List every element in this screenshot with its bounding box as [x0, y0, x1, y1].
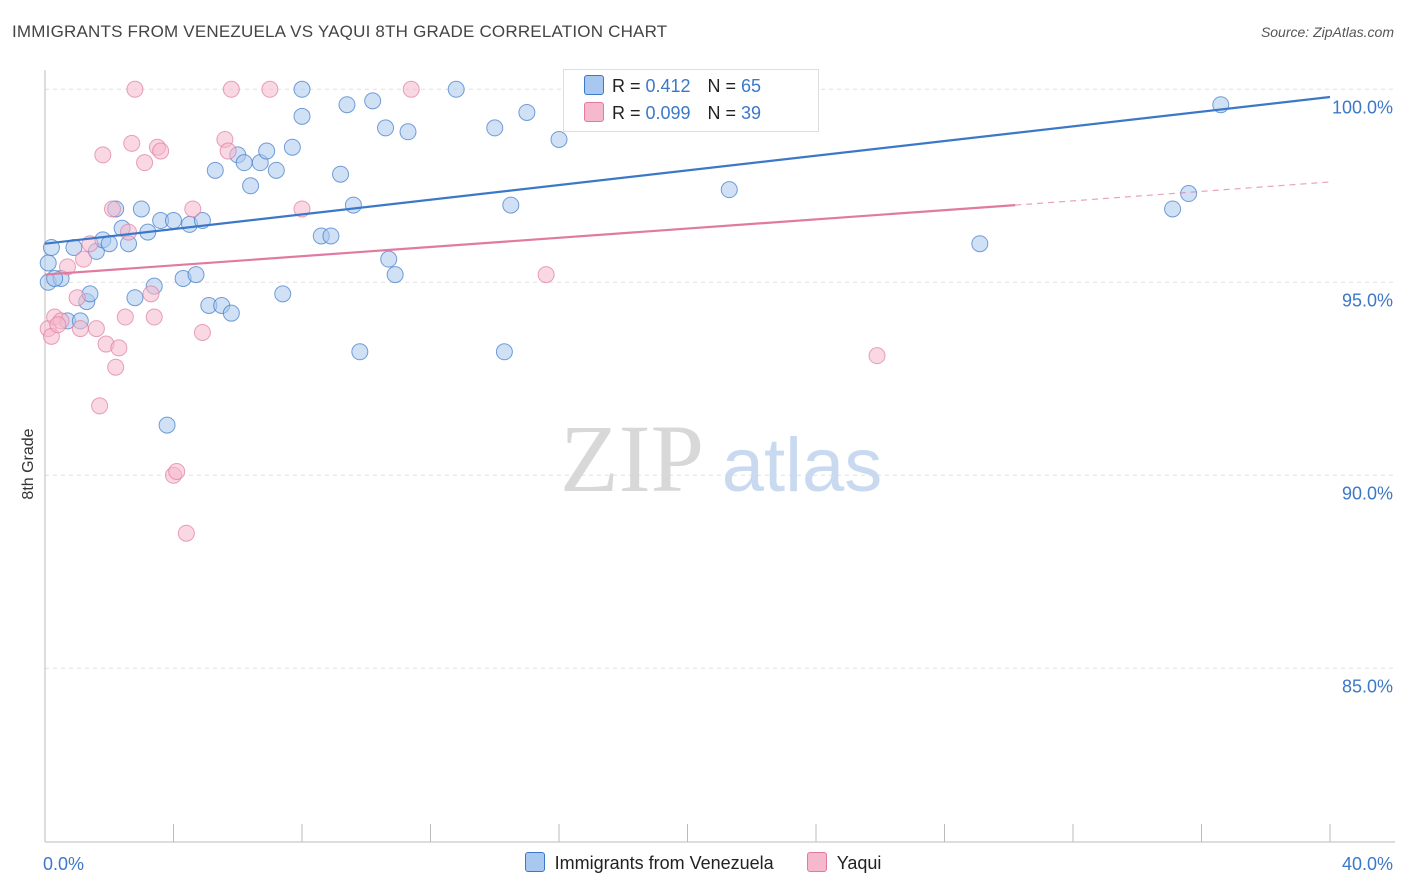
yaqui-point: [402, 80, 420, 98]
yaqui-point: [120, 223, 138, 241]
yaqui-point: [126, 80, 144, 98]
legend-r-value: 0.412: [645, 76, 691, 96]
yaqui-point: [152, 142, 170, 160]
legend-swatch-pink: [584, 102, 604, 122]
watermark-zip: ZIP: [560, 405, 704, 512]
legend-n-value: 39: [741, 103, 762, 123]
venezuela-point: [187, 266, 205, 284]
venezuela-point: [322, 227, 340, 245]
venezuela-point: [550, 130, 568, 148]
yaqui-point: [94, 146, 112, 164]
yaqui-point: [87, 320, 105, 338]
x-tick-label: 0.0%: [43, 854, 84, 874]
venezuela-point: [293, 107, 311, 125]
legend-item-venezuela: Immigrants from Venezuela: [524, 852, 774, 874]
yaqui-point: [168, 462, 186, 480]
legend-swatch-blue: [524, 852, 545, 872]
yaqui-point: [58, 258, 76, 276]
yaqui-point: [71, 320, 89, 338]
y-axis-label: 8th Grade: [20, 428, 37, 499]
yaqui-point: [107, 358, 125, 376]
venezuela-point: [377, 119, 395, 137]
watermark: ZIP atlas: [560, 405, 882, 512]
venezuela-point: [344, 196, 362, 214]
venezuela-point: [222, 304, 240, 322]
venezuela-point: [39, 254, 57, 272]
y-tick-label: 90.0%: [1342, 483, 1393, 503]
venezuela-point: [486, 119, 504, 137]
venezuela-point: [399, 123, 417, 141]
yaqui-point: [123, 134, 141, 152]
yaqui-point: [103, 200, 121, 218]
yaqui-point: [75, 250, 93, 268]
venezuela-point: [126, 289, 144, 307]
yaqui-point: [184, 200, 202, 218]
bottom-legend: Immigrants from Venezuela Yaqui: [0, 852, 1406, 874]
yaqui-point: [49, 316, 67, 334]
venezuela-point: [364, 92, 382, 110]
venezuela-point: [206, 161, 224, 179]
yaqui-point: [116, 308, 134, 326]
legend-row-yaqui: R = 0.099 N = 39: [584, 102, 761, 124]
legend-box: R = 0.412 N = 65 R = 0.099 N = 39: [563, 69, 819, 132]
venezuela-point: [165, 212, 182, 230]
venezuela-point: [720, 181, 738, 199]
legend-swatch-blue: [584, 75, 604, 95]
venezuela-point: [235, 154, 253, 172]
venezuela-point: [447, 80, 465, 98]
yaqui-trendline-extension: [1015, 181, 1331, 206]
venezuela-point: [1180, 185, 1198, 203]
yaqui-point: [110, 339, 128, 357]
venezuela-point: [518, 103, 536, 121]
venezuela-point: [495, 343, 513, 361]
venezuela-point: [502, 196, 520, 214]
yaqui-point: [537, 266, 555, 284]
venezuela-point: [158, 416, 176, 434]
legend-n-value: 65: [741, 76, 762, 96]
venezuela-point: [971, 235, 989, 253]
venezuela-point: [386, 266, 404, 284]
venezuela-point: [242, 177, 260, 195]
yaqui-point: [145, 308, 163, 326]
legend-item-yaqui: Yaqui: [806, 852, 881, 874]
yaqui-point: [177, 524, 195, 542]
venezuela-point: [293, 80, 311, 98]
legend-row-venezuela: R = 0.412 N = 65: [584, 75, 761, 97]
watermark-atlas: atlas: [722, 423, 883, 508]
legend-r-value: 0.099: [645, 103, 691, 123]
venezuela-point: [283, 138, 301, 156]
yaqui-point: [868, 347, 886, 365]
yaqui-point: [68, 289, 86, 307]
venezuela-point: [267, 161, 285, 179]
yaqui-point: [91, 397, 109, 415]
yaqui-point: [136, 154, 154, 172]
yaqui-point: [261, 80, 279, 98]
y-tick-label: 100.0%: [1332, 97, 1393, 117]
yaqui-point: [222, 80, 240, 98]
venezuela-point: [338, 96, 356, 114]
venezuela-point: [332, 165, 350, 183]
yaqui-point: [219, 142, 237, 160]
venezuela-trendline: [44, 95, 1331, 245]
x-tick-label: 40.0%: [1342, 854, 1393, 874]
venezuela-point: [351, 343, 369, 361]
venezuela-point: [258, 142, 276, 160]
source-label: Source: ZipAtlas.com: [1260, 24, 1394, 40]
y-tick-label: 85.0%: [1342, 676, 1393, 696]
yaqui-point: [193, 323, 211, 341]
venezuela-point: [1164, 200, 1182, 218]
yaqui-trendline: [44, 204, 1016, 276]
legend-swatch-pink: [806, 852, 827, 872]
y-tick-label: 95.0%: [1342, 290, 1393, 310]
chart-title: IMMIGRANTS FROM VENEZUELA VS YAQUI 8TH G…: [12, 22, 668, 41]
yaqui-point: [142, 285, 160, 303]
venezuela-point: [380, 250, 398, 268]
venezuela-point: [274, 285, 292, 303]
venezuela-point: [132, 200, 150, 218]
